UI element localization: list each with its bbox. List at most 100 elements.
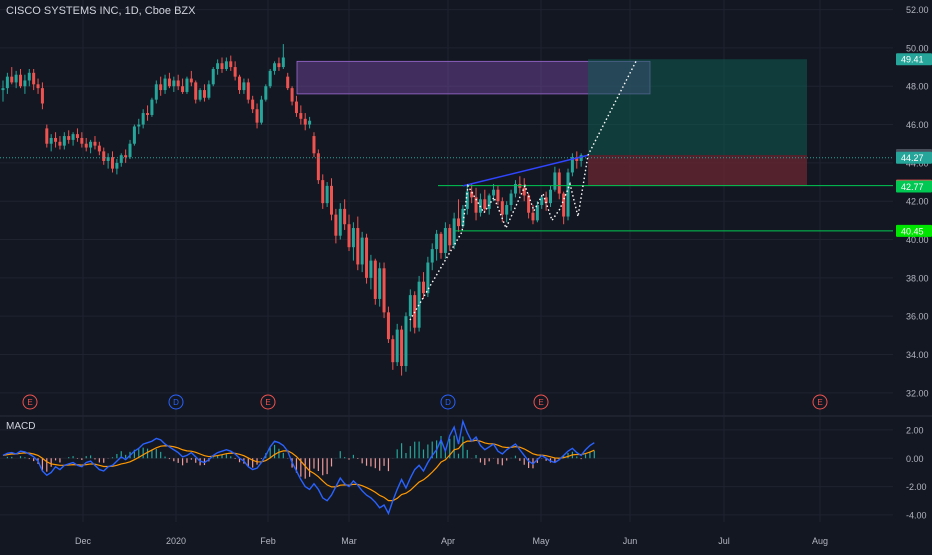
candle-body <box>566 172 570 217</box>
candle-body <box>382 268 386 313</box>
candle-body <box>483 199 487 209</box>
macd-line <box>2 418 595 516</box>
price-label-text: 44.27 <box>901 153 924 163</box>
candle-body <box>93 141 97 146</box>
event-letter: D <box>445 398 451 407</box>
price-axis-tick: 46.00 <box>906 120 929 130</box>
candle-body <box>137 124 141 127</box>
candle-body <box>246 82 250 100</box>
candle-body <box>259 99 263 123</box>
event-letter: E <box>27 398 32 407</box>
candle-body <box>391 339 395 363</box>
event-letter: E <box>265 398 270 407</box>
candle-body <box>202 90 206 98</box>
candle-body <box>62 136 66 146</box>
candle-body <box>465 191 469 209</box>
candle-body <box>294 101 298 114</box>
candle-body <box>426 262 430 294</box>
macd-label: MACD <box>6 421 36 432</box>
candle-body <box>286 76 290 89</box>
candle-body <box>176 80 180 87</box>
time-axis-tick: Feb <box>260 536 276 546</box>
time-axis-tick: Jun <box>623 536 638 546</box>
candle-body <box>36 84 40 89</box>
candle-body <box>159 84 163 91</box>
candle-body <box>185 78 189 92</box>
candle-body <box>150 99 154 115</box>
price-axis-tick: 48.00 <box>906 82 929 92</box>
candle-body <box>198 90 202 100</box>
candle-body <box>45 128 49 144</box>
candle-body <box>496 189 500 202</box>
candle-body <box>102 151 106 161</box>
candle-body <box>435 233 439 250</box>
candle-body <box>211 68 215 85</box>
candle-body <box>54 137 58 142</box>
earnings-marker <box>22 394 38 410</box>
candle-body <box>343 208 347 225</box>
candle-body <box>14 74 18 83</box>
candle-body <box>207 84 211 98</box>
dividend-marker <box>440 394 456 410</box>
macd-axis-tick: -2.00 <box>906 482 927 492</box>
price-axis-tick: 52.00 <box>906 5 929 15</box>
candle-body <box>404 316 408 367</box>
candle-body <box>290 88 294 102</box>
candle-body <box>500 201 504 215</box>
candle-body <box>334 214 338 236</box>
candle-body <box>400 329 404 367</box>
candle-body <box>10 76 14 83</box>
price-axis-tick: 32.00 <box>906 388 929 398</box>
candle-body <box>378 268 382 299</box>
trendline <box>462 154 589 187</box>
candle-body <box>408 295 412 317</box>
candle-body <box>443 228 447 253</box>
event-letter: D <box>173 398 179 407</box>
price-axis-tick: 34.00 <box>906 350 929 360</box>
candle-body <box>527 195 531 213</box>
candle-body <box>351 228 355 248</box>
candle-body <box>277 63 281 68</box>
price-label-text: 40.45 <box>901 226 924 236</box>
candle-body <box>233 67 237 77</box>
candle-body <box>32 72 36 85</box>
candle-body <box>264 86 268 100</box>
candle-body <box>575 157 579 161</box>
candle-body <box>487 195 491 209</box>
candle-body <box>544 197 548 204</box>
earnings-marker <box>260 394 276 410</box>
candle-body <box>128 143 132 158</box>
candle-body <box>474 197 478 213</box>
candle-body <box>181 86 185 92</box>
candle-body <box>251 99 255 110</box>
signal-line <box>2 439 595 502</box>
price-axis-tick: 40.00 <box>906 235 929 245</box>
price-axis-tick: 42.00 <box>906 197 929 207</box>
macd-axis-tick: 0.00 <box>906 454 924 464</box>
time-axis-tick: 2020 <box>166 536 186 546</box>
candle-body <box>58 141 62 146</box>
price-label-badge <box>896 53 932 66</box>
candle-body <box>146 113 150 115</box>
time-axis-tick: Aug <box>812 536 828 546</box>
candle-body <box>513 183 517 194</box>
candle-body <box>553 172 557 190</box>
candle-body <box>430 249 434 263</box>
candle-body <box>365 237 369 278</box>
candle-body <box>299 113 303 119</box>
candle-body <box>220 63 224 69</box>
price-label-text: 49.41 <box>901 55 924 65</box>
candle-body <box>242 82 246 91</box>
stop-zone <box>588 155 807 186</box>
candle-body <box>557 172 561 194</box>
candle-body <box>570 157 574 173</box>
candle-body <box>189 78 193 83</box>
candle-body <box>268 70 272 87</box>
time-axis-tick: Jul <box>718 536 730 546</box>
candle-body <box>369 260 373 278</box>
price-axis-tick: 38.00 <box>906 273 929 283</box>
candle-body <box>273 63 277 71</box>
candle-body <box>360 237 364 265</box>
candle-body <box>238 76 242 91</box>
